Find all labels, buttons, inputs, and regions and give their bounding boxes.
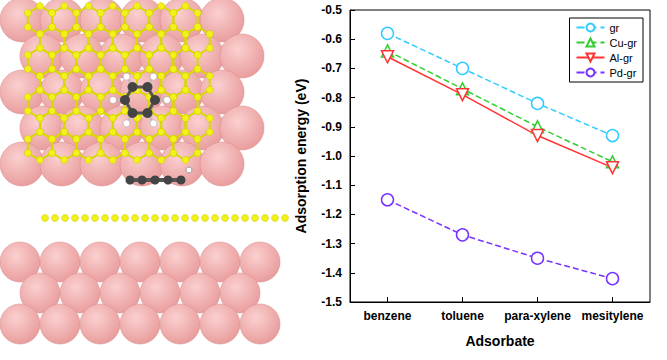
svg-text:-1.1: -1.1: [321, 178, 342, 192]
svg-text:-1.0: -1.0: [321, 149, 342, 163]
svg-text:-0.6: -0.6: [321, 32, 342, 46]
svg-text:-0.7: -0.7: [321, 61, 342, 75]
svg-text:-1.2: -1.2: [321, 207, 342, 221]
svg-text:-1.4: -1.4: [321, 266, 342, 280]
svg-text:toluene: toluene: [441, 309, 484, 323]
svg-text:Adsorbate: Adsorbate: [465, 333, 534, 349]
svg-text:mesitylene: mesitylene: [581, 309, 643, 323]
svg-text:-0.5: -0.5: [321, 3, 342, 17]
svg-text:Adsorption energy (eV): Adsorption energy (eV): [293, 79, 309, 234]
svg-text:gr: gr: [609, 22, 619, 34]
svg-text:-1.3: -1.3: [321, 237, 342, 251]
svg-text:-0.9: -0.9: [321, 120, 342, 134]
svg-text:-0.8: -0.8: [321, 91, 342, 105]
svg-text:Al-gr: Al-gr: [609, 52, 633, 64]
svg-text:para-xylene: para-xylene: [504, 309, 571, 323]
svg-text:Pd-gr: Pd-gr: [609, 67, 636, 79]
svg-text:Cu-gr: Cu-gr: [609, 37, 637, 49]
svg-text:-1.5: -1.5: [321, 295, 342, 309]
svg-text:benzene: benzene: [363, 309, 411, 323]
